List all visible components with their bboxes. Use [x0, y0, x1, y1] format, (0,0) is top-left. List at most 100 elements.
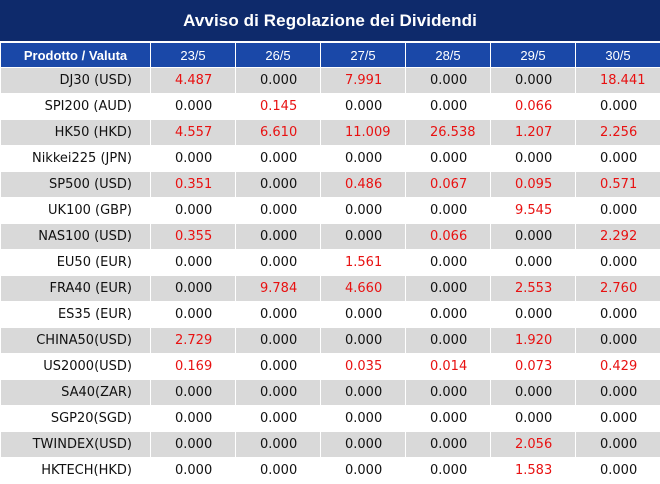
dividend-value-cell: 4.557	[151, 120, 236, 146]
dividend-value-cell: 0.000	[151, 146, 236, 172]
dividend-value-cell: 0.000	[236, 198, 321, 224]
dividend-value-cell: 0.351	[151, 172, 236, 198]
dividend-value-cell: 11.009	[321, 120, 406, 146]
dividend-value-cell: 0.035	[321, 354, 406, 380]
dividend-value-cell: 0.000	[321, 94, 406, 120]
dividend-value-cell: 18.441	[576, 68, 660, 94]
product-cell: US2000(USD)	[1, 354, 151, 380]
dividend-value-cell: 0.571	[576, 172, 660, 198]
dividend-value-cell: 0.000	[321, 328, 406, 354]
dividend-value-cell: 0.000	[151, 198, 236, 224]
dividend-value-cell: 2.760	[576, 276, 660, 302]
dividend-value-cell: 0.000	[576, 328, 660, 354]
dividend-value-cell: 0.429	[576, 354, 660, 380]
dividend-value-cell: 0.000	[151, 458, 236, 484]
dividend-value-cell: 0.000	[321, 146, 406, 172]
column-header-product: Prodotto / Valuta	[1, 43, 151, 68]
product-cell: SPI200 (AUD)	[1, 94, 151, 120]
dividend-value-cell: 2.553	[491, 276, 576, 302]
dividend-value-cell: 4.487	[151, 68, 236, 94]
dividend-value-cell: 1.207	[491, 120, 576, 146]
dividend-value-cell: 0.000	[576, 432, 660, 458]
page-title: Avviso di Regolazione dei Dividendi	[0, 0, 660, 42]
column-header-date: 30/5	[576, 43, 660, 68]
dividend-value-cell: 0.000	[236, 432, 321, 458]
dividend-value-cell: 0.000	[151, 432, 236, 458]
product-cell: UK100 (GBP)	[1, 198, 151, 224]
dividend-value-cell: 0.067	[406, 172, 491, 198]
dividend-value-cell: 0.000	[406, 94, 491, 120]
dividend-value-cell: 0.000	[576, 94, 660, 120]
dividend-value-cell: 0.000	[491, 380, 576, 406]
dividend-value-cell: 0.073	[491, 354, 576, 380]
dividend-value-cell: 6.610	[236, 120, 321, 146]
dividend-value-cell: 0.000	[491, 302, 576, 328]
dividend-value-cell: 0.000	[406, 380, 491, 406]
column-header-date: 28/5	[406, 43, 491, 68]
dividend-value-cell: 0.000	[236, 302, 321, 328]
dividend-value-cell: 0.000	[576, 250, 660, 276]
product-cell: TWINDEX(USD)	[1, 432, 151, 458]
dividend-value-cell: 0.000	[321, 406, 406, 432]
dividend-value-cell: 0.000	[321, 432, 406, 458]
dividend-value-cell: 0.000	[576, 302, 660, 328]
dividend-value-cell: 0.000	[321, 198, 406, 224]
dividend-value-cell: 0.169	[151, 354, 236, 380]
dividend-value-cell: 0.000	[151, 406, 236, 432]
product-cell: DJ30 (USD)	[1, 68, 151, 94]
dividend-value-cell: 0.000	[321, 302, 406, 328]
dividend-value-cell: 9.545	[491, 198, 576, 224]
dividend-value-cell: 0.000	[236, 380, 321, 406]
column-header-date: 29/5	[491, 43, 576, 68]
dividend-value-cell: 0.000	[491, 250, 576, 276]
column-header-date: 27/5	[321, 43, 406, 68]
dividend-value-cell: 0.000	[321, 224, 406, 250]
dividend-value-cell: 0.000	[151, 380, 236, 406]
product-cell: SGP20(SGD)	[1, 406, 151, 432]
dividend-value-cell: 0.000	[576, 146, 660, 172]
dividend-value-cell: 0.000	[406, 146, 491, 172]
dividend-value-cell: 1.920	[491, 328, 576, 354]
dividend-value-cell: 0.000	[236, 250, 321, 276]
dividend-value-cell: 0.000	[491, 406, 576, 432]
product-cell: SP500 (USD)	[1, 172, 151, 198]
dividend-value-cell: 0.000	[576, 380, 660, 406]
dividend-value-cell: 9.784	[236, 276, 321, 302]
dividend-value-cell: 0.000	[491, 224, 576, 250]
dividend-value-cell: 0.000	[236, 68, 321, 94]
dividend-value-cell: 26.538	[406, 120, 491, 146]
dividend-value-cell: 0.014	[406, 354, 491, 380]
dividend-value-cell: 0.000	[236, 224, 321, 250]
dividend-value-cell: 0.066	[491, 94, 576, 120]
dividend-value-cell: 0.000	[406, 328, 491, 354]
dividend-value-cell: 0.000	[151, 250, 236, 276]
dividend-value-cell: 4.660	[321, 276, 406, 302]
dividend-value-cell: 0.145	[236, 94, 321, 120]
dividend-value-cell: 0.000	[406, 458, 491, 484]
product-cell: HK50 (HKD)	[1, 120, 151, 146]
dividend-value-cell: 2.292	[576, 224, 660, 250]
dividend-value-cell: 0.000	[151, 302, 236, 328]
dividend-value-cell: 2.729	[151, 328, 236, 354]
dividend-value-cell: 2.256	[576, 120, 660, 146]
dividend-value-cell: 0.000	[321, 458, 406, 484]
dividend-value-cell: 0.000	[236, 354, 321, 380]
column-header-date: 23/5	[151, 43, 236, 68]
dividend-value-cell: 0.000	[576, 458, 660, 484]
dividend-table: Prodotto / Valuta 23/5 26/5 27/5 28/5 29…	[0, 42, 660, 484]
dividend-value-cell: 0.000	[236, 328, 321, 354]
